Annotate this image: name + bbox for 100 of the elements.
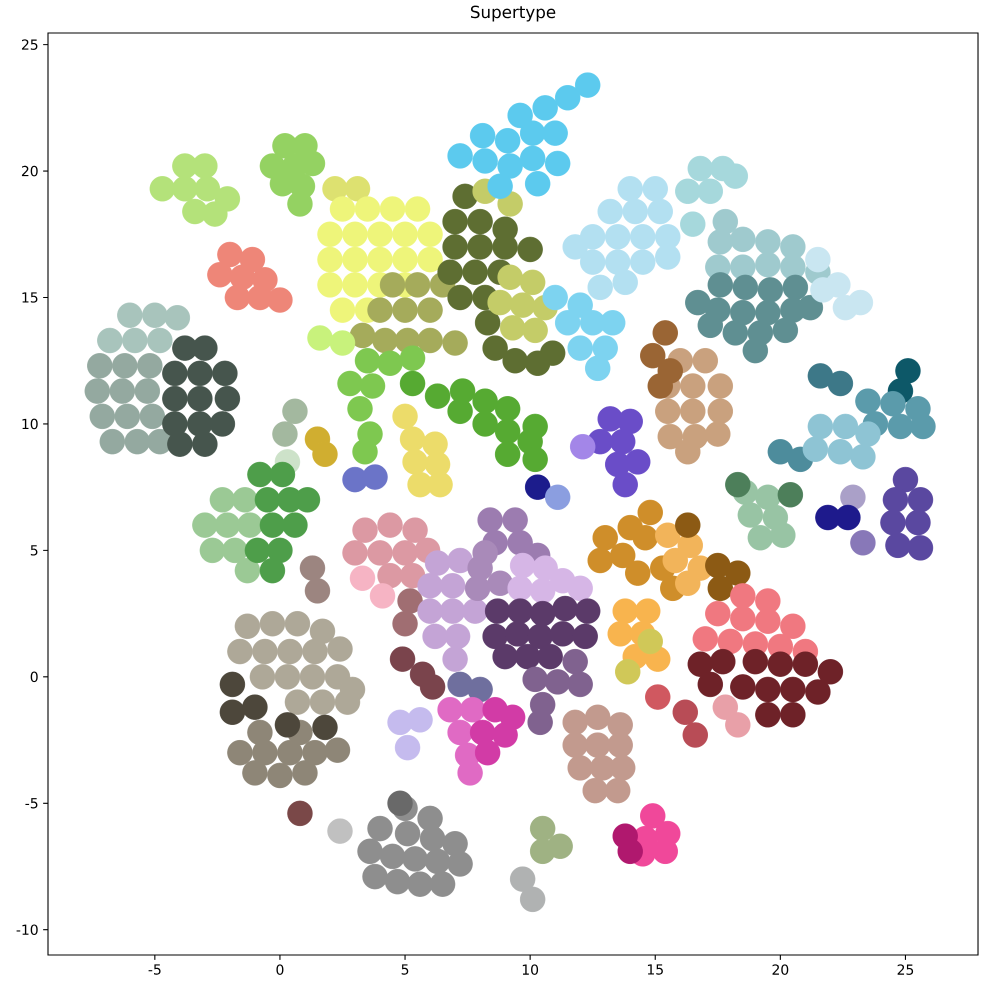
point bbox=[574, 598, 600, 624]
point bbox=[390, 646, 416, 672]
point bbox=[210, 487, 236, 513]
point bbox=[808, 363, 834, 389]
point bbox=[908, 535, 934, 561]
point bbox=[487, 570, 513, 596]
point bbox=[242, 694, 268, 720]
point bbox=[254, 487, 280, 513]
point bbox=[282, 512, 308, 538]
point bbox=[772, 318, 798, 344]
point bbox=[367, 246, 393, 272]
point bbox=[472, 388, 498, 414]
y-tick-label: 15 bbox=[22, 292, 38, 303]
point bbox=[287, 800, 313, 826]
point bbox=[350, 322, 376, 348]
point bbox=[417, 806, 443, 832]
point bbox=[292, 760, 318, 786]
point bbox=[224, 284, 250, 310]
point bbox=[270, 462, 296, 488]
point bbox=[440, 573, 466, 598]
point bbox=[712, 208, 738, 234]
point bbox=[284, 689, 310, 715]
y-tick-label: 10 bbox=[22, 418, 38, 430]
x-tick-label: 15 bbox=[648, 964, 663, 975]
point bbox=[892, 466, 918, 492]
point bbox=[612, 270, 638, 296]
point bbox=[392, 246, 418, 272]
point bbox=[552, 596, 578, 622]
point bbox=[680, 398, 706, 424]
point bbox=[100, 428, 126, 454]
point bbox=[327, 818, 353, 844]
point bbox=[300, 555, 326, 581]
point bbox=[462, 598, 488, 624]
point bbox=[447, 851, 473, 877]
point bbox=[730, 300, 756, 326]
point bbox=[417, 328, 443, 354]
point bbox=[84, 378, 110, 404]
point bbox=[342, 246, 368, 272]
point bbox=[367, 816, 393, 842]
point bbox=[840, 484, 866, 510]
point bbox=[444, 624, 470, 650]
point bbox=[712, 694, 738, 720]
point bbox=[730, 254, 756, 280]
point bbox=[242, 760, 268, 786]
point bbox=[402, 846, 428, 872]
point bbox=[167, 431, 193, 457]
point bbox=[404, 272, 430, 298]
point bbox=[424, 383, 450, 409]
point bbox=[692, 626, 718, 652]
point bbox=[214, 386, 240, 412]
point bbox=[400, 562, 426, 588]
point bbox=[532, 95, 558, 121]
point bbox=[422, 431, 448, 457]
point bbox=[497, 264, 523, 290]
point bbox=[755, 229, 781, 255]
point bbox=[567, 672, 593, 698]
point bbox=[507, 530, 533, 556]
point bbox=[730, 583, 756, 609]
point bbox=[782, 274, 808, 300]
point bbox=[537, 644, 563, 670]
point bbox=[417, 598, 443, 624]
point bbox=[90, 404, 116, 430]
point bbox=[267, 762, 293, 788]
point bbox=[710, 648, 736, 674]
point bbox=[572, 624, 598, 650]
point bbox=[680, 373, 706, 399]
point bbox=[880, 510, 906, 536]
point bbox=[725, 472, 751, 498]
point bbox=[97, 328, 123, 354]
point bbox=[207, 262, 233, 288]
point bbox=[504, 621, 530, 647]
point bbox=[618, 176, 643, 202]
point bbox=[688, 156, 713, 182]
point bbox=[630, 224, 656, 250]
point bbox=[202, 201, 228, 227]
point bbox=[802, 436, 828, 462]
point bbox=[592, 525, 618, 550]
point bbox=[544, 150, 570, 176]
point bbox=[220, 672, 246, 698]
point bbox=[442, 831, 468, 856]
point bbox=[882, 487, 908, 513]
point bbox=[888, 414, 914, 440]
point bbox=[317, 272, 343, 298]
point bbox=[277, 740, 303, 766]
point bbox=[380, 272, 406, 298]
point bbox=[467, 208, 493, 234]
point bbox=[420, 826, 446, 852]
point bbox=[250, 664, 276, 690]
point bbox=[407, 707, 433, 733]
point bbox=[350, 565, 376, 591]
x-tick-label: 5 bbox=[402, 964, 408, 975]
point bbox=[447, 672, 473, 698]
point bbox=[780, 614, 806, 639]
point bbox=[818, 659, 844, 684]
point bbox=[584, 732, 610, 758]
point bbox=[494, 442, 520, 467]
point bbox=[768, 651, 794, 677]
point bbox=[675, 570, 700, 596]
point bbox=[447, 720, 473, 746]
point bbox=[792, 651, 818, 677]
